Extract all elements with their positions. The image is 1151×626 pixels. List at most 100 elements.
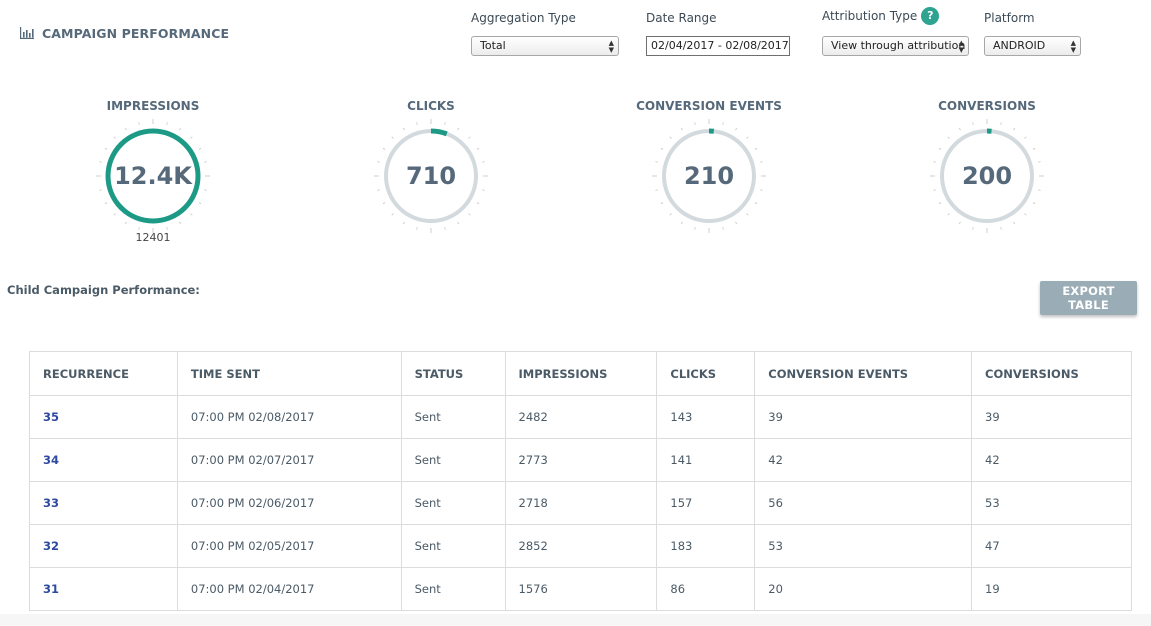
gauge-value: 200 (962, 162, 1012, 190)
clicks-cell: 86 (656, 567, 756, 611)
gauge-tick (972, 227, 974, 230)
gauge-tick (680, 221, 683, 225)
date-range-input[interactable]: 02/04/2017 - 02/08/2017 (646, 36, 790, 56)
recurrence-link[interactable]: 34 (43, 453, 60, 467)
attribution-type-filter: Attribution Type ? View through attribut… (822, 4, 969, 56)
gauge-tick (468, 136, 471, 139)
gauge-tick (746, 213, 749, 216)
gauge-tick (444, 227, 446, 230)
table-row: 32 07:00 PM 02/05/2017 Sent 2852 183 53 … (29, 524, 1132, 568)
gauge-tick (947, 136, 950, 139)
gauge-tick (746, 136, 749, 139)
time-sent-cell: 07:00 PM 02/07/2017 (176, 438, 402, 482)
recurrence-link[interactable]: 31 (43, 582, 60, 596)
export-table-button[interactable]: EXPORT TABLE (1040, 281, 1137, 315)
column-header[interactable]: TIME SENT (176, 351, 402, 396)
impressions-cell: 2718 (504, 481, 658, 525)
gauge-tick (179, 221, 182, 225)
status-cell: Sent (400, 567, 506, 611)
gauge-tick (1032, 147, 1036, 150)
conversions-cell: 53 (971, 481, 1132, 525)
gauge-tick (1024, 213, 1027, 216)
platform-select[interactable]: ANDROID ▲ ▼ (984, 36, 1081, 56)
column-header[interactable]: RECURRENCE (29, 351, 178, 396)
gauge-tick (468, 213, 471, 216)
recurrence-link[interactable]: 32 (43, 539, 60, 553)
aggregation-type-select[interactable]: Total ▲ ▼ (471, 36, 619, 56)
conversions-cell: 19 (971, 567, 1132, 611)
gauge-tick (933, 161, 936, 163)
gauge-tick (958, 221, 961, 225)
table-row: 33 07:00 PM 02/06/2017 Sent 2718 157 56 … (29, 481, 1132, 525)
impressions-cell: 2852 (504, 524, 658, 568)
gauge-tick (179, 127, 182, 131)
gauge-tick (680, 127, 683, 131)
conversions-cell: 39 (971, 395, 1132, 439)
select-arrows-icon: ▲ ▼ (608, 39, 614, 54)
gauge-tick (933, 189, 936, 191)
gauge-tick (735, 127, 738, 131)
aggregation-type-value: Total (480, 39, 506, 52)
select-arrows-icon: ▲ ▼ (1070, 39, 1076, 54)
page-bottom-shade (0, 614, 1151, 626)
table-header-row: RECURRENCE TIME SENT STATUS IMPRESSIONS … (29, 351, 1132, 396)
clicks-gauge: 710 (374, 119, 488, 233)
gauge-progress (105, 128, 201, 224)
gauge-tick (190, 136, 193, 139)
metric-label: IMPRESSIONS (106, 99, 200, 113)
gauge-tick (1013, 127, 1016, 131)
impressions-cell: 2482 (504, 395, 658, 439)
gauge-tick (760, 161, 763, 163)
conversion-events-cell: 39 (754, 395, 973, 439)
platform-label: Platform (984, 11, 1035, 25)
clicks-cell: 183 (656, 524, 756, 568)
gauge-tick (694, 122, 696, 125)
gauge-tick (198, 202, 202, 205)
gauge-tick (760, 189, 763, 191)
status-cell: Sent (400, 481, 506, 525)
gauge-tick (476, 202, 480, 205)
clicks-cell: 157 (656, 481, 756, 525)
gauge-tick (958, 127, 961, 131)
table-row: 31 07:00 PM 02/04/2017 Sent 1576 86 20 1… (29, 567, 1132, 611)
conversion-events-cell: 42 (754, 438, 973, 482)
column-header[interactable]: STATUS (400, 351, 506, 396)
gauge-tick (99, 161, 102, 163)
gauge-tick (482, 161, 485, 163)
child-campaign-table: RECURRENCE TIME SENT STATUS IMPRESSIONS … (29, 351, 1132, 611)
gauge-tick (113, 136, 116, 139)
gauge-tick (482, 189, 485, 191)
column-header[interactable]: CONVERSION EVENTS (754, 351, 973, 396)
table-row: 34 07:00 PM 02/07/2017 Sent 2773 141 42 … (29, 438, 1132, 482)
attribution-type-value: View through attribution (831, 39, 966, 52)
recurrence-link[interactable]: 33 (43, 496, 60, 510)
conversions-gauge: 200 (930, 119, 1044, 233)
attribution-type-select[interactable]: View through attribution ▲ ▼ (822, 36, 969, 56)
recurrence-link[interactable]: 35 (43, 410, 60, 424)
attribution-type-label-row: Attribution Type ? (822, 4, 969, 27)
gauge-tick (198, 147, 202, 150)
column-header[interactable]: CONVERSIONS (971, 351, 1132, 396)
help-icon[interactable]: ? (921, 6, 940, 25)
gauge-tick (1038, 189, 1041, 191)
impressions-cell: 1576 (504, 567, 658, 611)
gauge-tick (138, 227, 140, 230)
gauge-tick (166, 122, 168, 125)
gauge-value: 710 (406, 162, 456, 190)
gauge-tick (204, 189, 207, 191)
gauge-tick (382, 202, 386, 205)
gauge-tick (655, 189, 658, 191)
date-range-label: Date Range (646, 11, 717, 25)
status-cell: Sent (400, 395, 506, 439)
gauge-tick (669, 136, 672, 139)
status-cell: Sent (400, 438, 506, 482)
gauge-value: 12.4K (114, 162, 193, 190)
column-header[interactable]: CLICKS (656, 351, 756, 396)
date-range-filter: Date Range 02/04/2017 - 02/08/2017 (646, 9, 790, 56)
gauge-tick (99, 189, 102, 191)
gauge-progress (430, 128, 448, 137)
column-header[interactable]: IMPRESSIONS (504, 351, 658, 396)
conversion-events-cell: 53 (754, 524, 973, 568)
gauge-tick (391, 136, 394, 139)
gauge-tick (1000, 122, 1002, 125)
